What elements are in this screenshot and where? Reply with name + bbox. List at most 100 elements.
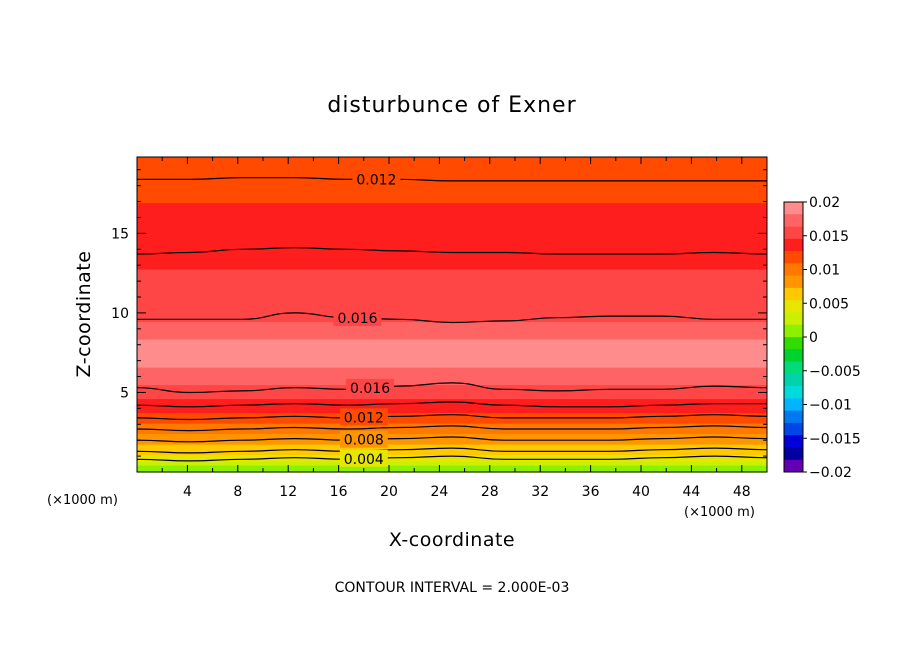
x-tick-label: 40: [632, 484, 650, 500]
x-tick-label: 4: [183, 484, 192, 500]
field-band: [137, 255, 767, 260]
colorbar-swatch: [784, 324, 803, 338]
field-band: [137, 444, 767, 449]
contour-label-gap: [339, 449, 388, 467]
field-band: [137, 328, 767, 333]
field-band: [137, 220, 767, 225]
colorbar-tick-label: −0.005: [809, 364, 861, 380]
x-unit-left: (×1000 m): [47, 493, 118, 508]
contour-line: [136, 382, 768, 394]
colorbar-swatch: [784, 361, 803, 375]
field-band: [137, 227, 767, 232]
x-axis: 4 8 12 16 20 24 28 32 36 40 44 48: [161, 157, 751, 500]
field-band: [137, 202, 767, 207]
field-band: [137, 181, 767, 186]
field-band: [137, 248, 767, 253]
contour-label: 0.004: [344, 452, 384, 468]
field-band: [137, 461, 767, 466]
field-band: [137, 370, 767, 375]
field-band: [137, 258, 767, 263]
field-band: [137, 174, 767, 179]
field-band: [137, 339, 767, 344]
field-band: [137, 265, 767, 270]
field-band: [137, 251, 767, 256]
field-band: [137, 335, 767, 340]
field-band: [137, 458, 767, 463]
colorbar-swatch: [784, 422, 803, 436]
x-tick-label: 28: [481, 484, 499, 500]
contour-line: [137, 312, 767, 324]
colorbar-tick-label: 0.005: [809, 296, 849, 312]
contour-line: [137, 177, 767, 182]
field-band: [137, 451, 767, 456]
field-band: [137, 185, 767, 190]
contour-line: [136, 414, 768, 421]
field-band: [137, 293, 767, 298]
field-band: [137, 409, 767, 414]
colorbar-swatch: [784, 373, 803, 387]
field-band: [137, 398, 767, 403]
field-band: [137, 314, 767, 319]
y-axis-title: Z-coordinate: [73, 251, 95, 378]
colorbar-swatch: [784, 275, 803, 289]
field-band: [137, 419, 767, 424]
contour-label-gap: [346, 378, 395, 396]
field-band: [137, 307, 767, 312]
field-band: [137, 353, 767, 358]
plot-fill: [137, 157, 767, 473]
contour-label: 0.012: [344, 410, 384, 426]
field-band: [137, 160, 767, 165]
chart-title: disturbunce of Exner: [327, 93, 576, 118]
field-band: [137, 465, 767, 470]
field-band: [137, 391, 767, 396]
field-band: [137, 241, 767, 246]
contour-line: [136, 436, 768, 443]
field-band: [137, 321, 767, 326]
field-band: [137, 192, 767, 197]
colorbar-swatch: [784, 251, 803, 264]
field-band: [137, 279, 767, 284]
y-tick-label: 10: [111, 306, 129, 322]
field-band: [137, 367, 767, 372]
contour-label: 0.012: [356, 172, 396, 188]
contour-line: [136, 447, 768, 454]
field-band: [137, 167, 767, 172]
colorbar-swatch: [784, 287, 803, 301]
field-band: [137, 216, 767, 221]
colorbar-swatch: [784, 410, 803, 424]
x-tick-label: 12: [279, 484, 297, 500]
contour-label-gap: [339, 430, 388, 448]
field-band: [137, 188, 767, 193]
field-band: [137, 388, 767, 393]
field-band: [137, 416, 767, 421]
colorbar-tick-label: 0.015: [809, 229, 849, 245]
field-band: [137, 290, 767, 295]
colorbar-swatch: [784, 435, 803, 448]
field-band: [137, 395, 767, 400]
colorbar-tick-label: −0.015: [809, 431, 861, 447]
contour-line: [136, 247, 768, 255]
field-band: [137, 360, 767, 365]
colorbar-tick-label: 0: [809, 330, 818, 346]
field-band: [137, 468, 767, 473]
contour-line: [136, 455, 768, 462]
colorbar: 0.02 0.015 0.01 0.005 0 −0.005 −0.01 −0.015 −0.0…: [783, 195, 861, 481]
field-band: [137, 272, 767, 277]
field-band: [137, 286, 767, 291]
field-band: [137, 234, 767, 239]
x-axis-title: X-coordinate: [389, 529, 515, 551]
field-band: [137, 164, 767, 169]
colorbar-swatch: [784, 300, 803, 313]
field-band: [137, 223, 767, 228]
field-band: [137, 262, 767, 267]
x-tick-label: 8: [233, 484, 242, 500]
x-tick-label: 24: [430, 484, 448, 500]
field-band: [137, 342, 767, 347]
field-band: [137, 269, 767, 274]
contour-label-gap: [339, 408, 388, 426]
field-band: [137, 346, 767, 351]
x-tick-label: 44: [682, 484, 700, 500]
colorbar-swatch: [784, 398, 803, 412]
